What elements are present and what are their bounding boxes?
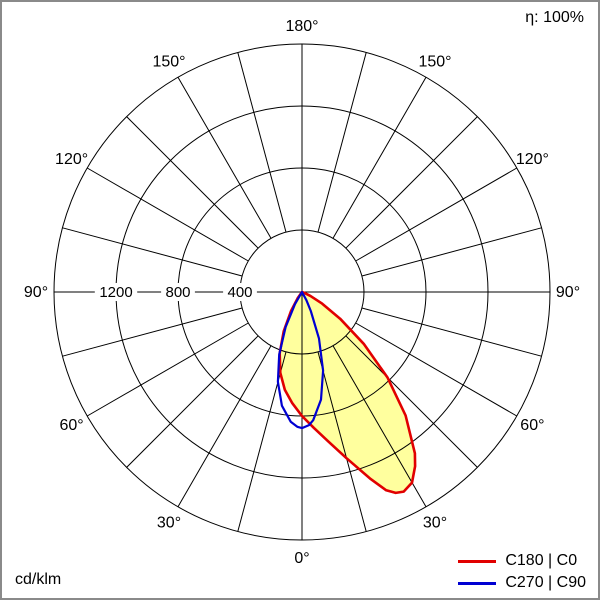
legend-item-c270-c90: C270 | C90 xyxy=(458,574,586,592)
grid-spoke xyxy=(332,76,427,239)
legend-swatch-c180-c0 xyxy=(458,559,497,563)
grid-spoke xyxy=(317,351,367,532)
radial-tick-label: 400 xyxy=(227,284,252,301)
grid-spoke xyxy=(126,116,259,249)
grid-spoke xyxy=(177,345,272,508)
grid-spoke xyxy=(345,335,478,468)
grid-spoke xyxy=(361,307,542,357)
angle-label: 120° xyxy=(55,151,88,168)
grid-spoke xyxy=(62,227,243,277)
grid-spoke xyxy=(237,52,287,233)
grid-spoke xyxy=(86,322,249,417)
angle-label: 120° xyxy=(516,151,549,168)
angle-label: 180° xyxy=(285,18,318,35)
grid-spoke xyxy=(86,167,249,262)
grid-spoke xyxy=(355,322,518,417)
series-fills xyxy=(279,292,416,493)
grid-spoke xyxy=(332,345,427,508)
angle-label: 150° xyxy=(152,54,185,71)
radial-tick-label: 1200 xyxy=(99,284,132,301)
legend-item-c180-c0: C180 | C0 xyxy=(458,552,586,570)
angle-label: 60° xyxy=(520,417,544,434)
angle-label: 90° xyxy=(556,284,580,301)
radial-tick-labels: 1200 800 400 xyxy=(94,283,257,301)
angle-label: 90° xyxy=(24,284,48,301)
radial-tick-label: 800 xyxy=(165,284,190,301)
legend-label-c270-c90: C270 | C90 xyxy=(505,574,586,591)
series-curve-1 xyxy=(276,290,325,430)
legend: C180 | C0 C270 | C90 xyxy=(458,552,586,592)
series-fill-0 xyxy=(279,292,416,493)
unit-label: cd/klm xyxy=(15,571,62,588)
polar-grid xyxy=(53,43,551,541)
grid-spoke xyxy=(126,335,259,468)
angle-label: 30° xyxy=(423,514,447,531)
legend-swatch-c270-c90 xyxy=(458,581,497,585)
grid-spoke xyxy=(177,76,272,239)
grid-spoke xyxy=(345,116,478,249)
radial-tick-bg xyxy=(223,283,257,301)
angle-label: 60° xyxy=(59,417,83,434)
angle-label: 30° xyxy=(157,514,181,531)
radial-tick-bg xyxy=(94,283,138,301)
grid-spoke xyxy=(355,167,518,262)
grid-spoke xyxy=(317,52,367,233)
series-curves xyxy=(276,290,417,495)
angle-labels: 0° 30° 30° 60° 60° 90° 90° 120° 120° 150° 150° 180° xyxy=(24,18,580,567)
radial-tick-bg xyxy=(161,283,195,301)
legend-label-c180-c0: C180 | C0 xyxy=(505,552,578,569)
efficiency-label: η: 100% xyxy=(525,9,584,26)
angle-label: 150° xyxy=(418,54,451,71)
grid-spoke xyxy=(361,227,542,277)
angle-label: 0° xyxy=(294,550,309,567)
grid-spoke xyxy=(62,307,243,357)
